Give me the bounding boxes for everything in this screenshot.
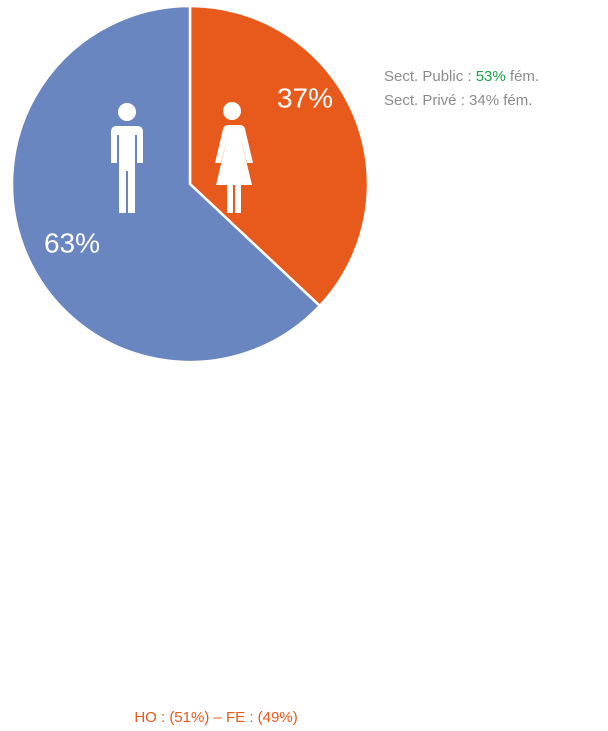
- annotation: Sect. Privé : 34% fém.: [384, 92, 532, 109]
- pie-slice: [10, 4, 322, 364]
- woman-icon: [215, 102, 253, 213]
- gender-icons: [111, 102, 253, 213]
- annotation-part: fém.: [506, 68, 539, 85]
- annotations: Sect. Public : 53% fém. Sect. Privé : 34%…: [384, 68, 539, 109]
- annotation: Sect. Public : 53% fém.: [384, 68, 539, 85]
- man-icon: [111, 103, 143, 213]
- value-labels: 37% 63%: [44, 82, 333, 258]
- annotation-part: Sect. Public :: [384, 68, 476, 85]
- pie: [10, 4, 370, 364]
- value-label: 37%: [277, 82, 333, 113]
- annotation-part: 53%: [476, 68, 506, 85]
- value-label: 63%: [44, 227, 100, 258]
- pie-slice: [188, 4, 370, 308]
- annotation-part: Sect. Privé : 34% fém.: [384, 92, 532, 109]
- footnote: HO : (51%) – FE : (49%): [134, 709, 297, 726]
